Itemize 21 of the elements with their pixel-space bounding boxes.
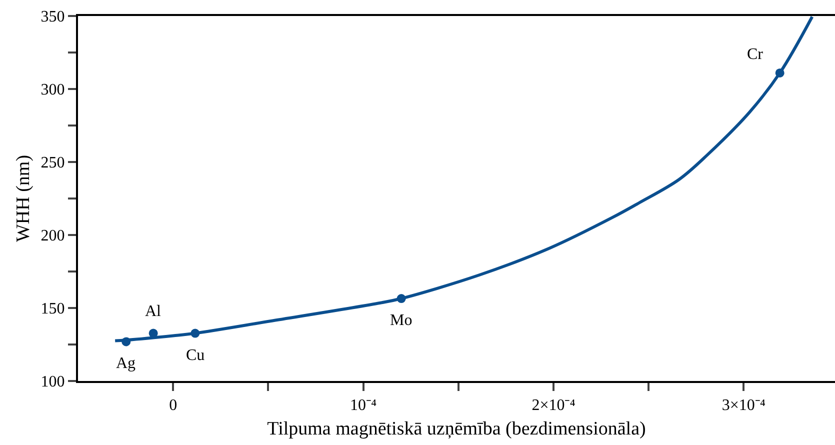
y-tick-label: 350: [40, 8, 65, 26]
point: [190, 328, 200, 338]
y-tick-label: 300: [40, 82, 65, 99]
point: [122, 337, 131, 346]
annotation: Al: [145, 303, 162, 320]
x-tick-label: 3×10⁻⁴: [722, 397, 766, 414]
x-tick-label: 10⁻⁴: [350, 397, 378, 414]
annotation: Mo: [390, 312, 412, 329]
x-tick-label: 0: [169, 397, 178, 414]
y-tick-label: 100: [40, 374, 65, 391]
x-tick-label: 2×10⁻⁴: [532, 397, 576, 414]
point: [775, 68, 784, 78]
x-axis-title: Tilpuma magnētiskā uzņēmība (bezdimensionāla): [267, 418, 646, 440]
y-axis-title: WHH (nm): [13, 154, 34, 242]
y-tick-label: 150: [40, 300, 65, 318]
y-tick-label: 250: [40, 154, 65, 172]
annotation: Cr: [747, 46, 764, 63]
annotation: Cu: [186, 347, 205, 364]
point: [396, 294, 406, 304]
annotation: Ag: [116, 355, 136, 372]
y-tick-label: 200: [40, 228, 65, 245]
